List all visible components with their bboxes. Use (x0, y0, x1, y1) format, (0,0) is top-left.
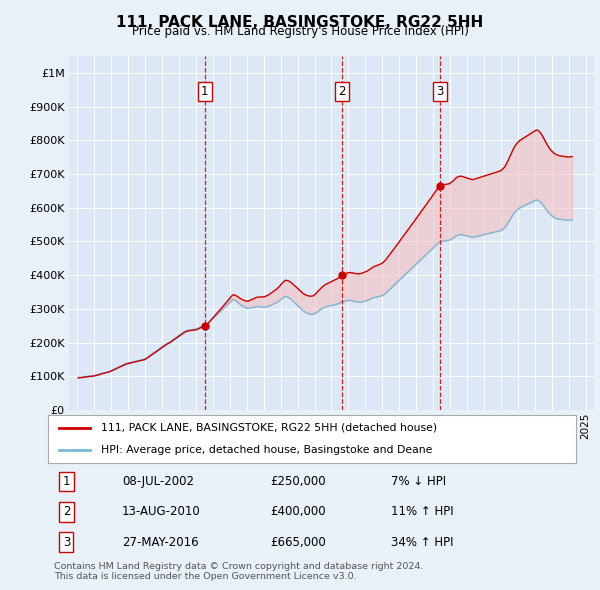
Text: 7% ↓ HPI: 7% ↓ HPI (391, 475, 446, 488)
Text: 111, PACK LANE, BASINGSTOKE, RG22 5HH (detached house): 111, PACK LANE, BASINGSTOKE, RG22 5HH (d… (101, 423, 437, 433)
Text: 1: 1 (201, 85, 209, 98)
Text: 3: 3 (436, 85, 444, 98)
Text: 13-AUG-2010: 13-AUG-2010 (122, 505, 200, 519)
Text: 34% ↑ HPI: 34% ↑ HPI (391, 536, 454, 549)
Text: 3: 3 (63, 536, 70, 549)
Text: This data is licensed under the Open Government Licence v3.0.: This data is licensed under the Open Gov… (54, 572, 356, 581)
Text: 2: 2 (63, 505, 70, 519)
Text: £400,000: £400,000 (270, 505, 325, 519)
Text: 1: 1 (63, 475, 70, 488)
Text: Price paid vs. HM Land Registry's House Price Index (HPI): Price paid vs. HM Land Registry's House … (131, 25, 469, 38)
Text: £250,000: £250,000 (270, 475, 325, 488)
Text: £665,000: £665,000 (270, 536, 326, 549)
Text: 11% ↑ HPI: 11% ↑ HPI (391, 505, 454, 519)
Text: Contains HM Land Registry data © Crown copyright and database right 2024.: Contains HM Land Registry data © Crown c… (54, 562, 424, 571)
Text: 08-JUL-2002: 08-JUL-2002 (122, 475, 194, 488)
Text: 111, PACK LANE, BASINGSTOKE, RG22 5HH: 111, PACK LANE, BASINGSTOKE, RG22 5HH (116, 15, 484, 30)
Text: 2: 2 (338, 85, 346, 98)
Text: HPI: Average price, detached house, Basingstoke and Deane: HPI: Average price, detached house, Basi… (101, 445, 432, 455)
Text: 27-MAY-2016: 27-MAY-2016 (122, 536, 199, 549)
